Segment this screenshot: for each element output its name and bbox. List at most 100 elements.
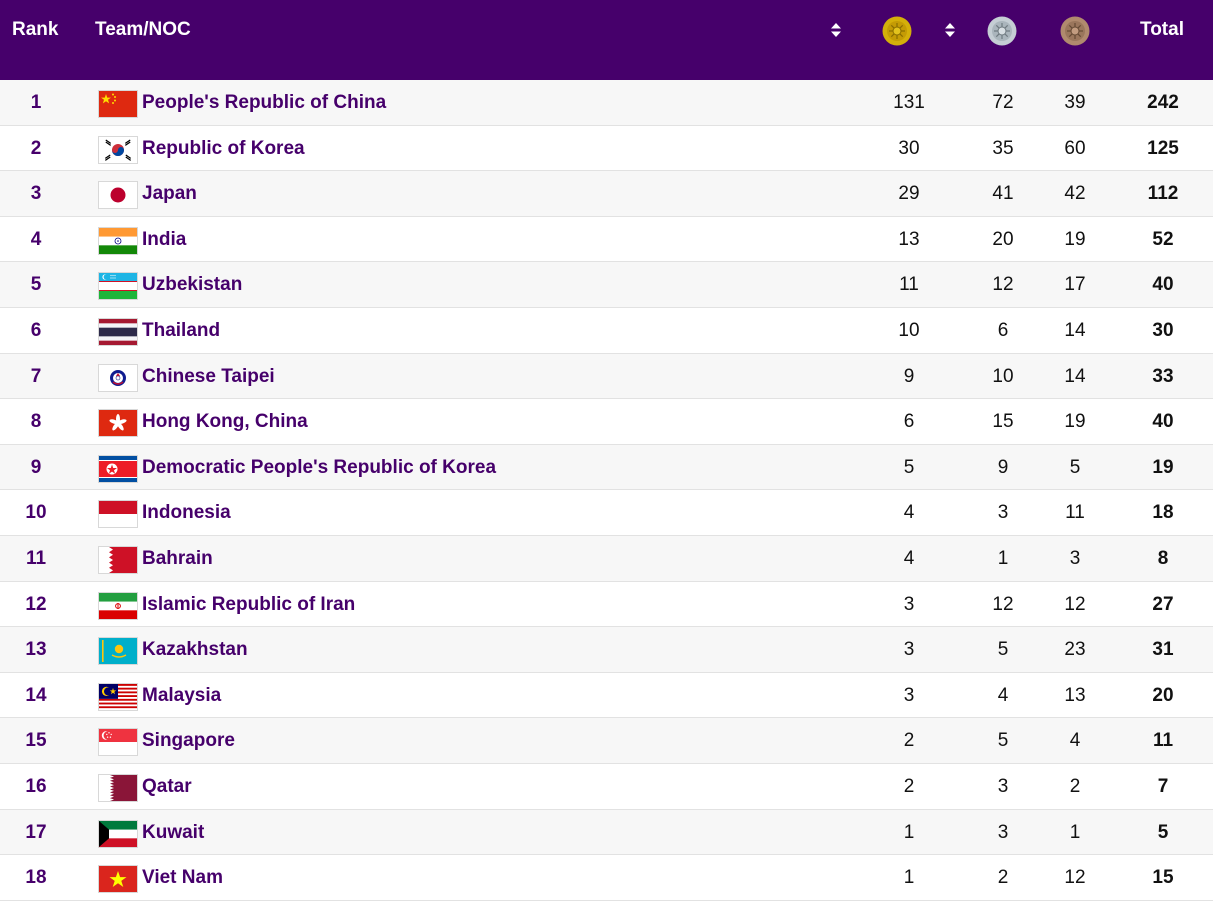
table-row: 7 Chinese Taipei 9 10 14 33	[0, 353, 1213, 400]
team-name-link[interactable]: Kazakhstan	[142, 639, 248, 661]
team-name-link[interactable]: Islamic Republic of Iran	[142, 593, 356, 615]
table-row: 1 People's Republic of China 131 72 39 242	[0, 80, 1213, 126]
bronze-count: 19	[1064, 228, 1086, 250]
bronze-medal-icon[interactable]	[1060, 16, 1090, 46]
team-name-link[interactable]: Democratic People's Republic of Korea	[142, 456, 497, 478]
total-count: 52	[1152, 228, 1174, 250]
rank-value: 3	[30, 183, 42, 205]
silver-count: 5	[997, 639, 1009, 661]
rank-value: 17	[25, 821, 47, 843]
team-name-link[interactable]: Uzbekistan	[142, 274, 243, 296]
flag-icon	[99, 638, 137, 665]
rank-column-header[interactable]: Rank	[12, 19, 59, 40]
team-name-link[interactable]: Thailand	[142, 319, 221, 341]
table-row: 15 Singapore 2 5 4 11	[0, 718, 1213, 764]
silver-count: 15	[992, 411, 1014, 433]
total-count: 40	[1152, 411, 1174, 433]
gold-count: 29	[898, 183, 920, 205]
silver-count: 3	[997, 502, 1009, 524]
bronze-count: 11	[1065, 502, 1085, 524]
sort-icon[interactable]	[943, 22, 957, 38]
gold-count: 1	[903, 867, 915, 889]
rank-value: 12	[25, 593, 47, 615]
total-count: 125	[1147, 137, 1179, 159]
team-name-link[interactable]: Kuwait	[142, 821, 205, 843]
gold-count: 4	[903, 502, 915, 524]
table-row: 8 Hong Kong, China 6 15 19 40	[0, 399, 1213, 445]
team-name-link[interactable]: Japan	[142, 183, 197, 205]
table-row: 3 Japan 29 41 42 112	[0, 171, 1213, 217]
team-name-link[interactable]: Chinese Taipei	[142, 365, 275, 387]
flag-icon	[99, 866, 137, 893]
flag-icon	[99, 136, 137, 163]
sort-icon[interactable]	[829, 22, 843, 38]
total-count: 15	[1152, 867, 1174, 889]
bronze-count: 1	[1069, 821, 1081, 843]
silver-medal-icon[interactable]	[987, 16, 1017, 46]
bronze-count: 2	[1069, 775, 1081, 797]
flag-icon	[99, 91, 137, 117]
silver-count: 1	[997, 547, 1009, 569]
table-row: 14 Malaysia 3 4 13 20	[0, 672, 1213, 719]
bronze-count: 5	[1069, 456, 1081, 478]
total-count: 8	[1157, 547, 1169, 569]
team-name-link[interactable]: Republic of Korea	[142, 137, 305, 159]
team-name-link[interactable]: Hong Kong, China	[142, 411, 308, 433]
bronze-count: 60	[1064, 137, 1086, 159]
team-name-link[interactable]: People's Republic of China	[142, 92, 387, 113]
silver-count: 72	[992, 92, 1014, 113]
total-count: 30	[1152, 319, 1174, 341]
table-row: 2 Republic of Korea 30 35 60 125	[0, 125, 1213, 172]
rank-value: 1	[30, 92, 42, 113]
rank-value: 8	[30, 411, 42, 433]
gold-count: 2	[903, 730, 915, 752]
flag-icon	[99, 182, 137, 209]
table-row: 16 Qatar 2 3 2 7	[0, 763, 1213, 810]
table-row: 17 Kuwait 1 3 1 5	[0, 809, 1213, 856]
flag-icon	[99, 820, 137, 847]
gold-medal-icon[interactable]	[882, 16, 912, 46]
team-name-link[interactable]: Indonesia	[142, 502, 231, 524]
rank-value: 7	[30, 365, 42, 387]
rank-value: 4	[30, 228, 42, 250]
team-name-link[interactable]: Viet Nam	[142, 867, 223, 889]
team-name-link[interactable]: Qatar	[142, 775, 192, 797]
bronze-count: 4	[1069, 730, 1081, 752]
gold-count: 13	[898, 228, 920, 250]
silver-count: 20	[992, 228, 1014, 250]
team-name-link[interactable]: Singapore	[142, 730, 235, 752]
gold-count: 3	[903, 684, 915, 706]
total-count: 27	[1152, 593, 1174, 615]
bronze-count: 39	[1064, 92, 1086, 113]
silver-count: 35	[992, 137, 1014, 159]
bronze-count: 12	[1064, 867, 1086, 889]
total-count: 33	[1152, 365, 1174, 387]
team-name-link[interactable]: India	[142, 228, 187, 250]
bronze-count: 14	[1064, 365, 1086, 387]
rank-value: 11	[25, 547, 47, 569]
flag-icon	[99, 455, 137, 482]
silver-count: 5	[997, 730, 1009, 752]
total-count: 18	[1152, 502, 1174, 524]
rank-value: 5	[30, 274, 42, 296]
team-name-link[interactable]: Malaysia	[142, 684, 222, 706]
rank-value: 2	[30, 137, 42, 159]
flag-icon	[99, 729, 137, 756]
total-count: 7	[1157, 775, 1169, 797]
flag-icon	[99, 501, 137, 528]
rank-value: 6	[30, 319, 42, 341]
flag-icon	[99, 318, 137, 345]
gold-count: 5	[903, 456, 915, 478]
gold-count: 131	[893, 92, 925, 113]
team-name-link[interactable]: Bahrain	[142, 547, 213, 569]
bronze-count: 17	[1064, 274, 1086, 296]
total-column-header[interactable]: Total	[1140, 19, 1184, 40]
silver-count: 41	[992, 183, 1014, 205]
silver-count: 4	[997, 684, 1009, 706]
team-column-header[interactable]: Team/NOC	[95, 19, 191, 40]
gold-count: 1	[903, 821, 915, 843]
rank-value: 15	[25, 730, 47, 752]
rank-value: 14	[25, 684, 47, 706]
gold-count: 11	[899, 274, 919, 296]
